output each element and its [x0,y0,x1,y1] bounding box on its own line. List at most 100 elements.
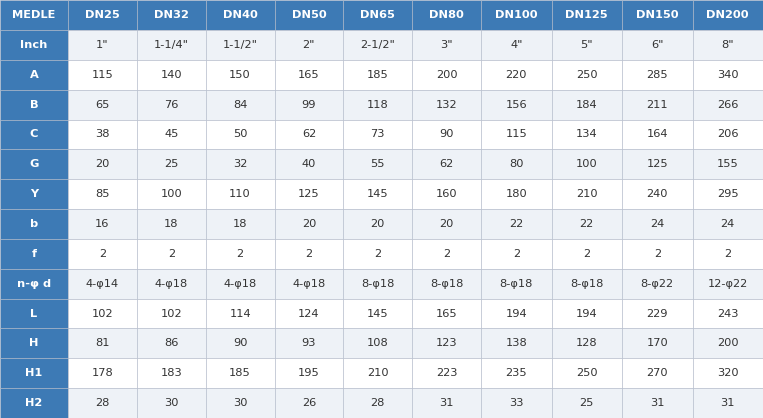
Bar [552,209,622,239]
Text: 145: 145 [367,189,388,199]
Bar [68,209,137,239]
Bar [693,358,763,388]
Text: 180: 180 [505,189,527,199]
Text: 31: 31 [650,398,665,408]
Text: 178: 178 [92,368,113,378]
Bar [206,60,275,90]
Bar [622,329,693,358]
Bar [622,209,693,239]
Text: 20: 20 [301,219,316,229]
Text: 50: 50 [233,130,247,140]
Text: 25: 25 [164,159,179,169]
Bar [275,90,343,120]
Text: 295: 295 [717,189,739,199]
Text: 266: 266 [717,99,739,110]
Bar [275,179,343,209]
Bar [275,388,343,418]
Text: 99: 99 [301,99,316,110]
Text: 62: 62 [439,159,454,169]
Text: 1": 1" [96,40,109,50]
Text: 156: 156 [505,99,527,110]
Text: 160: 160 [436,189,457,199]
Bar [206,329,275,358]
Text: 93: 93 [301,339,316,348]
Bar [0,388,68,418]
Bar [552,149,622,179]
Text: 45: 45 [164,130,179,140]
Text: 210: 210 [576,189,597,199]
Bar [481,0,552,30]
Text: 165: 165 [436,308,457,319]
Text: 285: 285 [646,70,668,80]
Text: DN200: DN200 [707,10,749,20]
Text: 194: 194 [576,308,597,319]
Bar [68,239,137,269]
Text: 194: 194 [505,308,527,319]
Bar [693,329,763,358]
Bar [412,30,481,60]
Text: DN50: DN50 [291,10,327,20]
Bar [68,30,137,60]
Bar [206,30,275,60]
Text: 243: 243 [717,308,739,319]
Bar [0,60,68,90]
Bar [206,90,275,120]
Bar [0,149,68,179]
Text: 150: 150 [229,70,251,80]
Text: 115: 115 [505,130,527,140]
Text: 4-φ14: 4-φ14 [86,279,119,289]
Text: f: f [31,249,37,259]
Bar [206,298,275,329]
Bar [275,329,343,358]
Text: 4-φ18: 4-φ18 [155,279,188,289]
Bar [481,269,552,298]
Bar [137,269,206,298]
Text: 84: 84 [233,99,247,110]
Bar [552,90,622,120]
Bar [137,149,206,179]
Bar [275,269,343,298]
Bar [552,388,622,418]
Text: 250: 250 [576,368,597,378]
Text: 30: 30 [164,398,179,408]
Bar [693,0,763,30]
Bar [0,209,68,239]
Bar [68,0,137,30]
Text: 18: 18 [233,219,247,229]
Text: 18: 18 [164,219,179,229]
Text: 38: 38 [95,130,110,140]
Text: 124: 124 [298,308,320,319]
Text: 223: 223 [436,368,457,378]
Text: 62: 62 [302,130,316,140]
Bar [552,269,622,298]
Text: 200: 200 [436,70,457,80]
Text: 90: 90 [439,130,454,140]
Text: 240: 240 [646,189,668,199]
Bar [412,60,481,90]
Text: 4-φ18: 4-φ18 [224,279,256,289]
Bar [343,120,412,149]
Bar [412,329,481,358]
Bar [68,90,137,120]
Text: 86: 86 [164,339,179,348]
Text: H: H [29,339,39,348]
Text: 164: 164 [646,130,668,140]
Text: 114: 114 [230,308,251,319]
Text: 22: 22 [509,219,523,229]
Text: 8-φ18: 8-φ18 [430,279,463,289]
Bar [137,120,206,149]
Bar [206,269,275,298]
Bar [68,179,137,209]
Text: B: B [30,99,38,110]
Bar [622,179,693,209]
Text: 138: 138 [505,339,527,348]
Bar [412,179,481,209]
Bar [552,358,622,388]
Bar [137,298,206,329]
Bar [693,388,763,418]
Bar [552,120,622,149]
Text: 20: 20 [439,219,454,229]
Bar [412,298,481,329]
Bar [412,149,481,179]
Text: 102: 102 [160,308,182,319]
